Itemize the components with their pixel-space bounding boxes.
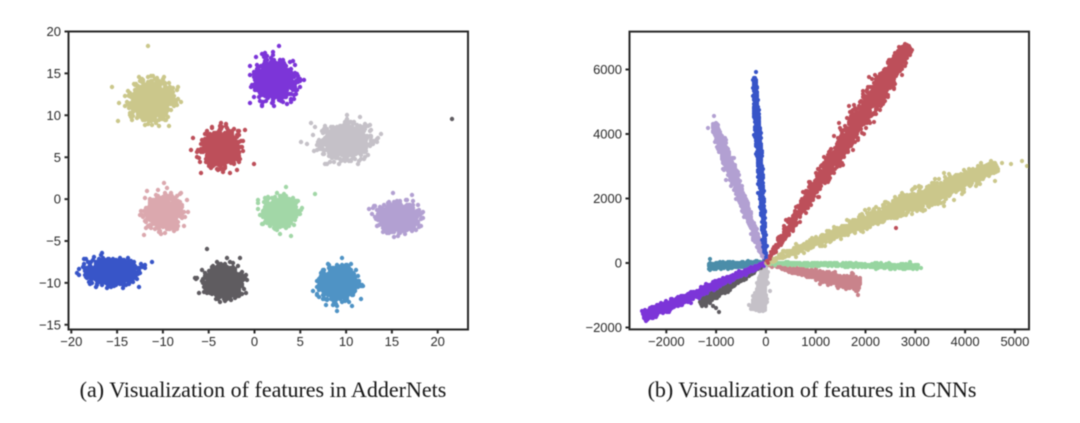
svg-text:5000: 5000 (1000, 334, 1029, 349)
svg-text:−2000: −2000 (585, 320, 622, 335)
svg-text:5: 5 (54, 150, 61, 165)
svg-text:5: 5 (297, 334, 304, 349)
svg-text:10: 10 (47, 108, 61, 123)
svg-text:−15: −15 (39, 317, 61, 332)
svg-text:1000: 1000 (801, 334, 830, 349)
svg-text:−20: −20 (60, 334, 82, 349)
svg-text:−15: −15 (106, 334, 128, 349)
svg-text:20: 20 (430, 334, 444, 349)
svg-text:−2000: −2000 (648, 334, 685, 349)
svg-text:(a) Visualization of features: (a) Visualization of features in AdderNe… (80, 377, 447, 402)
svg-text:0: 0 (54, 192, 61, 207)
svg-text:15: 15 (47, 66, 61, 81)
svg-text:20: 20 (47, 24, 61, 39)
svg-text:−10: −10 (152, 334, 174, 349)
svg-text:2000: 2000 (851, 334, 880, 349)
svg-text:10: 10 (339, 334, 353, 349)
svg-text:0: 0 (762, 334, 769, 349)
svg-text:2000: 2000 (593, 191, 622, 206)
svg-text:15: 15 (385, 334, 399, 349)
svg-text:0: 0 (615, 256, 622, 271)
svg-text:−1000: −1000 (698, 334, 735, 349)
svg-text:−5: −5 (46, 234, 61, 249)
svg-text:−10: −10 (39, 276, 61, 291)
svg-text:−5: −5 (201, 334, 216, 349)
svg-text:6000: 6000 (593, 62, 622, 77)
svg-text:0: 0 (251, 334, 258, 349)
svg-text:3000: 3000 (901, 334, 930, 349)
svg-text:(b) Visualization of features: (b) Visualization of features in CNNs (648, 377, 977, 402)
svg-text:4000: 4000 (951, 334, 980, 349)
svg-text:4000: 4000 (593, 127, 622, 142)
